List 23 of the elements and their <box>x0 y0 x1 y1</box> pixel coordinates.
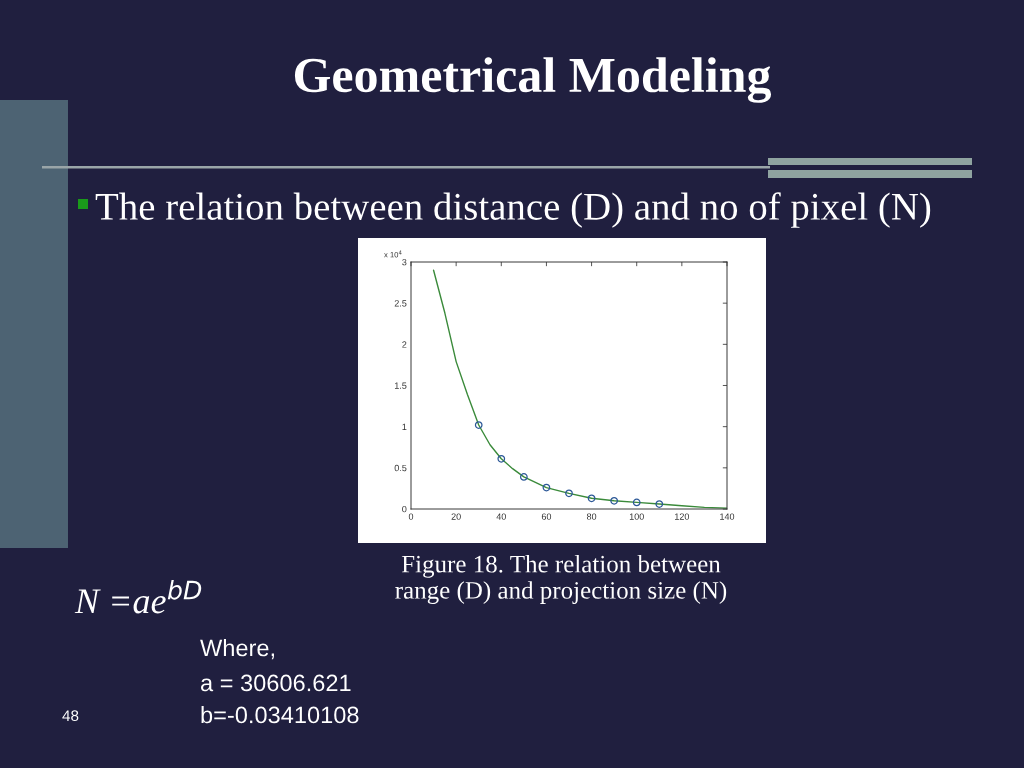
x-tick-label: 140 <box>720 513 735 520</box>
text: Where, <box>200 638 274 660</box>
y-tick-label: 3 <box>402 258 407 266</box>
x-tick-label: 120 <box>675 513 690 520</box>
y-tick-label: 2.5 <box>394 300 407 307</box>
chart-subtitle: The relation between distance (D) and no of pixel (N) <box>95 192 931 228</box>
text: 48 <box>62 710 79 722</box>
x-tick-label: 40 <box>496 513 506 520</box>
y-tick-label: 0.5 <box>394 464 407 472</box>
x-tick-label: 0 <box>408 513 414 520</box>
caption: Figure 18. The relation between range (D) and projection size (N) <box>395 555 727 604</box>
text: a = 30606.621 <box>201 674 351 692</box>
y-tick-label: 2 <box>402 341 407 348</box>
text: N =ae$^{bD}$ <box>74 580 202 614</box>
x-tick-label: 80 <box>586 513 597 520</box>
y-tick-label: 1.5 <box>394 382 407 389</box>
chart-title: Geometrical Modeling <box>294 57 772 103</box>
x-tick-label: 60 <box>541 513 552 520</box>
text: b=-0.03410108 <box>201 705 359 724</box>
x-tick-label: 20 <box>451 513 461 520</box>
y-tick-label: 1 <box>402 423 407 430</box>
y-tick-label: 0 <box>402 505 407 513</box>
x-tick-label: 100 <box>629 513 644 520</box>
